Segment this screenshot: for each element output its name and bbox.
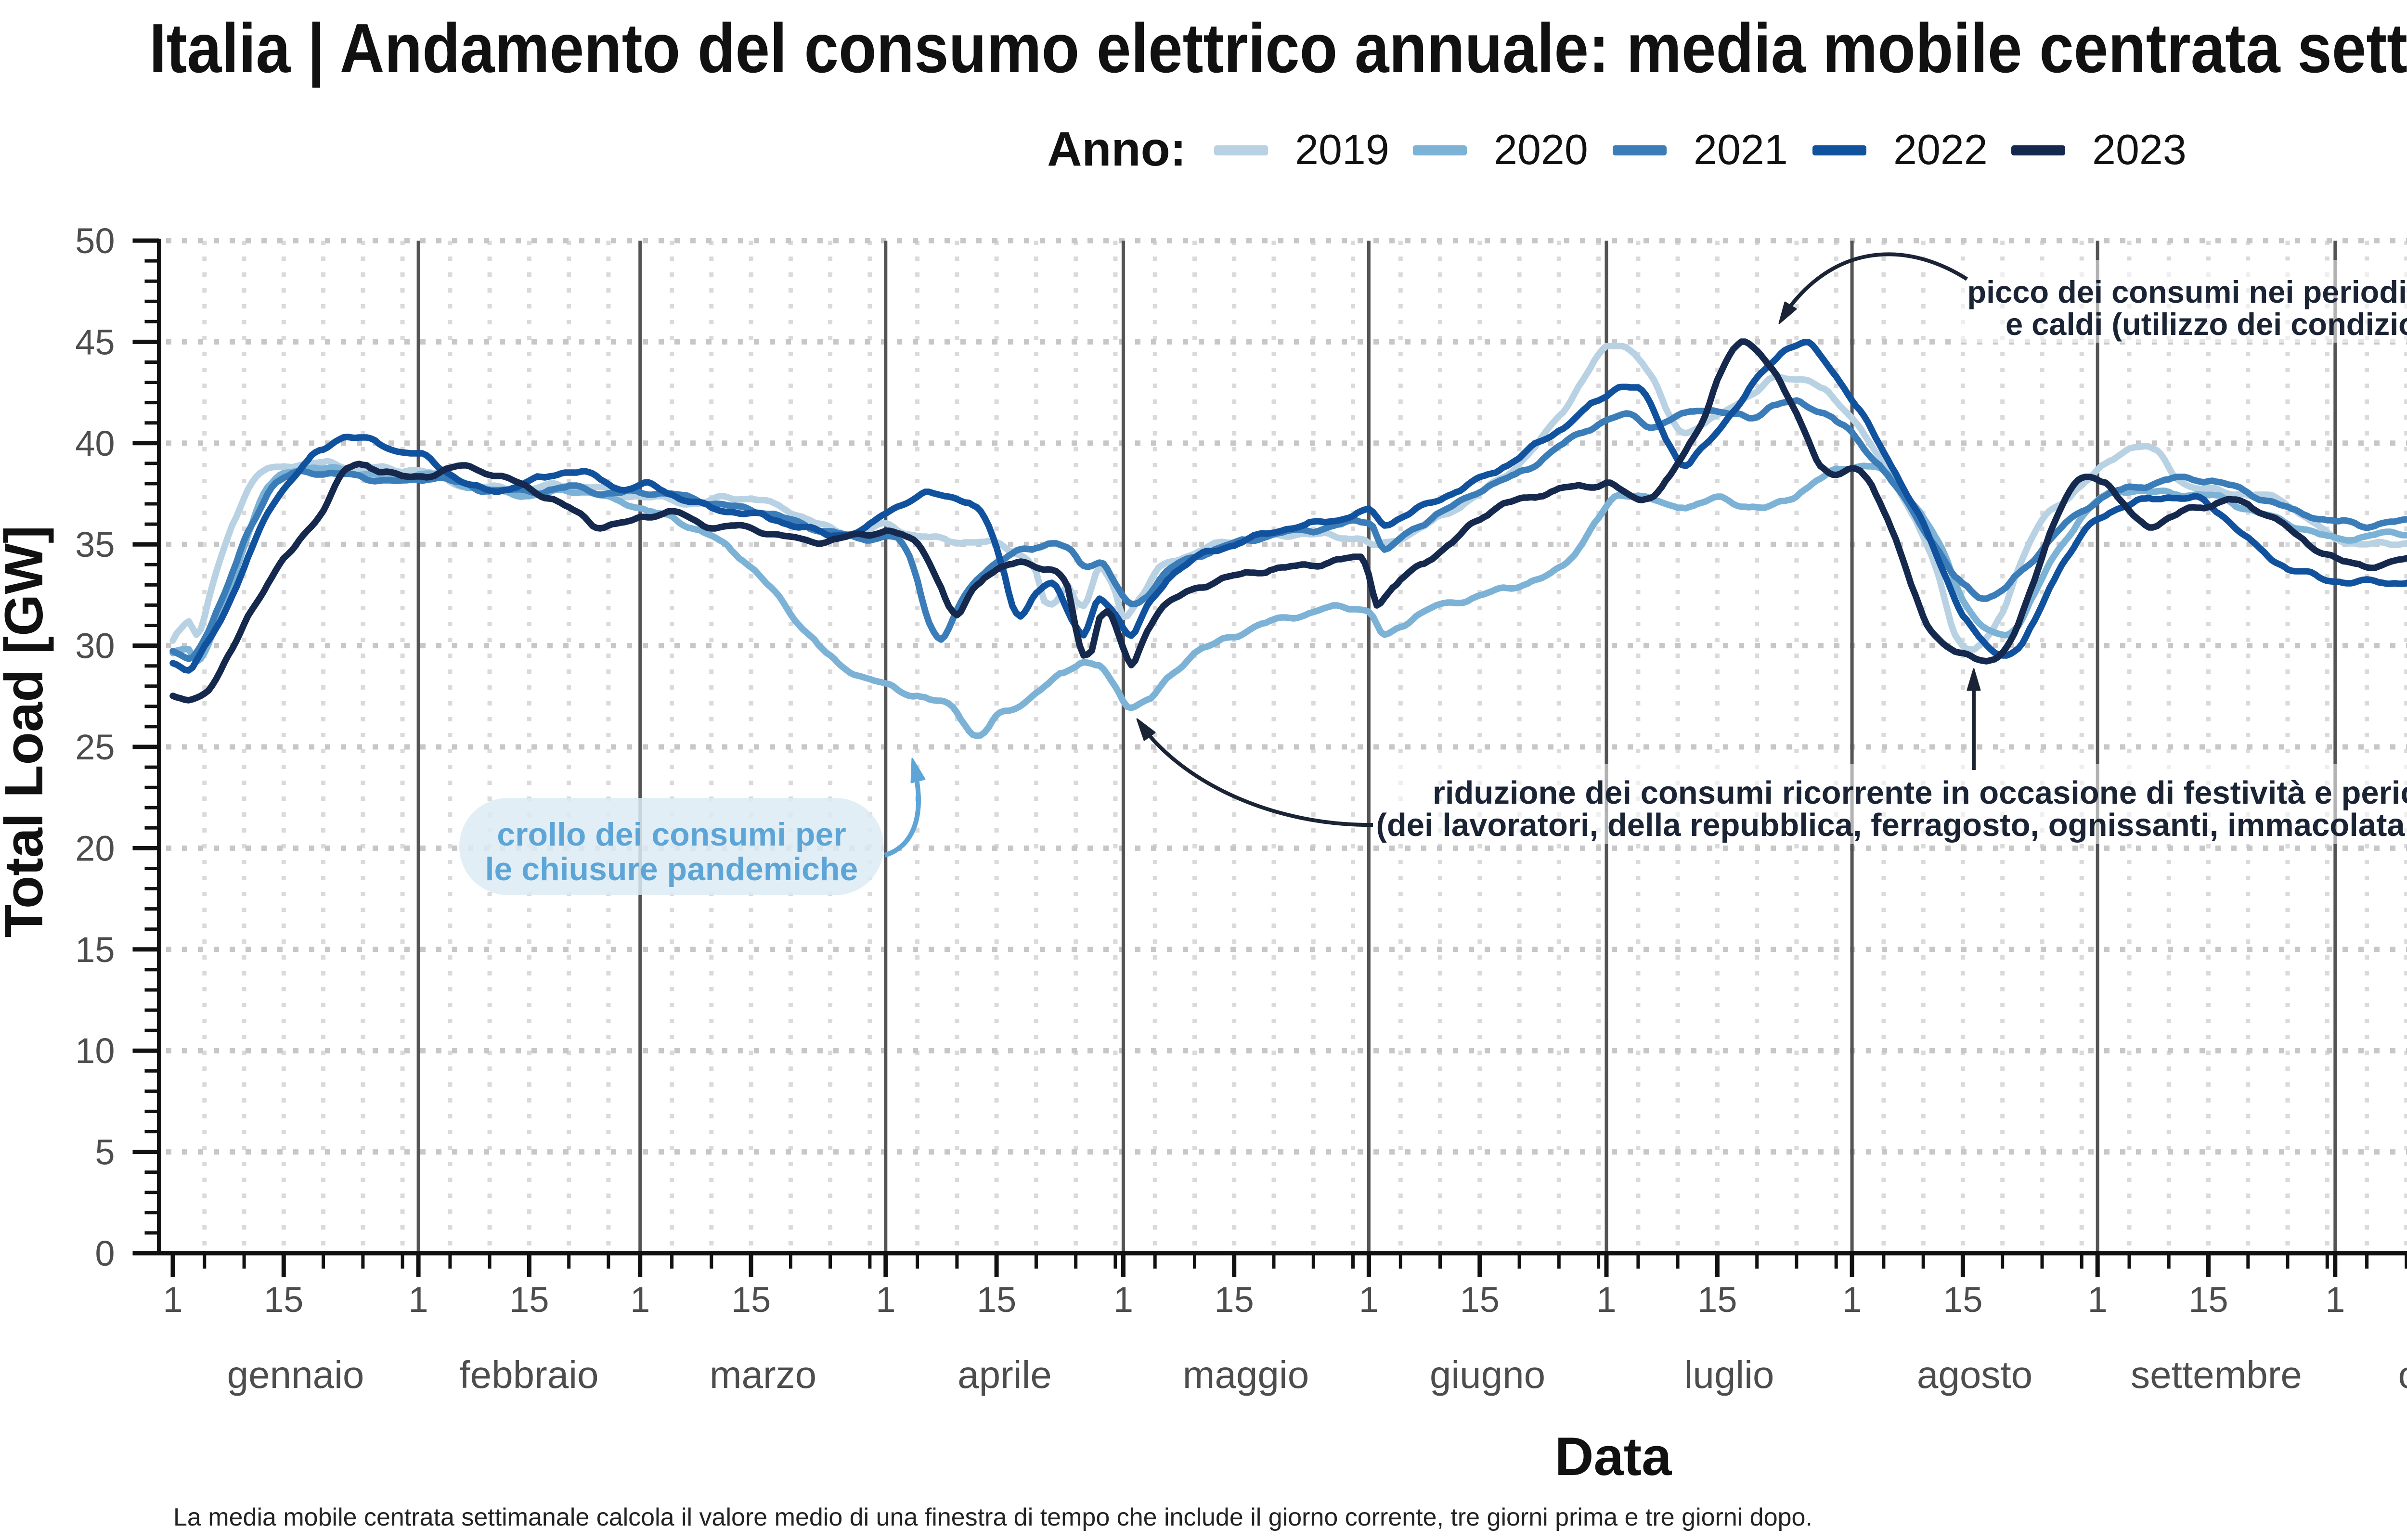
svg-text:15: 15 xyxy=(1215,1280,1254,1320)
svg-text:La media mobile centrata setti: La media mobile centrata settimanale cal… xyxy=(173,1503,1812,1531)
svg-text:15: 15 xyxy=(264,1280,303,1320)
svg-text:45: 45 xyxy=(75,322,115,362)
svg-text:1: 1 xyxy=(2325,1280,2345,1320)
svg-text:15: 15 xyxy=(731,1280,771,1320)
svg-text:15: 15 xyxy=(1943,1280,1982,1320)
svg-text:Data: Data xyxy=(1555,1426,1672,1487)
svg-text:2020: 2020 xyxy=(1494,126,1588,173)
svg-text:20: 20 xyxy=(75,828,115,868)
svg-text:le chiusure pandemiche: le chiusure pandemiche xyxy=(485,851,858,887)
svg-text:10: 10 xyxy=(75,1031,115,1071)
svg-text:1: 1 xyxy=(409,1280,428,1320)
svg-text:crollo dei consumi per: crollo dei consumi per xyxy=(497,816,846,853)
svg-text:25: 25 xyxy=(75,727,115,767)
svg-text:2023: 2023 xyxy=(2092,126,2187,173)
svg-text:2019: 2019 xyxy=(1295,126,1389,173)
svg-text:1: 1 xyxy=(1842,1280,1862,1320)
svg-text:40: 40 xyxy=(75,424,115,463)
svg-text:0: 0 xyxy=(95,1233,115,1273)
svg-text:Italia | Andamento del consumo: Italia | Andamento del consumo elettrico… xyxy=(149,9,2407,88)
svg-text:1: 1 xyxy=(2088,1280,2108,1320)
svg-text:settembre: settembre xyxy=(2131,1353,2302,1396)
svg-text:1: 1 xyxy=(1359,1280,1379,1320)
svg-text:1: 1 xyxy=(1113,1280,1133,1320)
svg-text:picco dei consumi nei periodi: picco dei consumi nei periodi lavorativi xyxy=(1967,274,2407,309)
svg-text:ottobre: ottobre xyxy=(2398,1353,2407,1396)
svg-text:15: 15 xyxy=(2188,1280,2228,1320)
svg-text:marzo: marzo xyxy=(710,1353,816,1396)
svg-text:1: 1 xyxy=(163,1280,182,1320)
svg-text:agosto: agosto xyxy=(1917,1353,2032,1396)
svg-text:2021: 2021 xyxy=(1694,126,1788,173)
svg-text:5: 5 xyxy=(95,1132,115,1172)
svg-text:15: 15 xyxy=(1697,1280,1737,1320)
svg-text:Anno:: Anno: xyxy=(1047,122,1186,176)
svg-text:aprile: aprile xyxy=(958,1353,1052,1396)
svg-text:2022: 2022 xyxy=(1893,126,1988,173)
svg-text:50: 50 xyxy=(75,221,115,261)
svg-text:Total Load [GW]: Total Load [GW] xyxy=(0,526,54,937)
svg-text:35: 35 xyxy=(75,525,115,565)
svg-text:1: 1 xyxy=(1596,1280,1616,1320)
svg-text:febbraio: febbraio xyxy=(459,1353,598,1396)
svg-text:1: 1 xyxy=(630,1280,650,1320)
svg-text:maggio: maggio xyxy=(1183,1353,1309,1396)
svg-text:15: 15 xyxy=(509,1280,549,1320)
svg-text:(dei lavoratori, della repubbl: (dei lavoratori, della repubblica, ferra… xyxy=(1376,807,2407,843)
svg-text:luglio: luglio xyxy=(1684,1353,1774,1396)
svg-text:giugno: giugno xyxy=(1430,1353,1545,1396)
svg-text:15: 15 xyxy=(1460,1280,1500,1320)
svg-text:gennaio: gennaio xyxy=(227,1353,364,1396)
svg-text:e caldi (utilizzo dei condizio: e caldi (utilizzo dei condizionatori) xyxy=(2006,307,2407,342)
svg-text:30: 30 xyxy=(75,626,115,666)
svg-text:15: 15 xyxy=(75,930,115,970)
svg-text:riduzione dei consumi ricorren: riduzione dei consumi ricorrente in occa… xyxy=(1433,775,2407,811)
svg-text:15: 15 xyxy=(977,1280,1016,1320)
svg-text:1: 1 xyxy=(876,1280,895,1320)
